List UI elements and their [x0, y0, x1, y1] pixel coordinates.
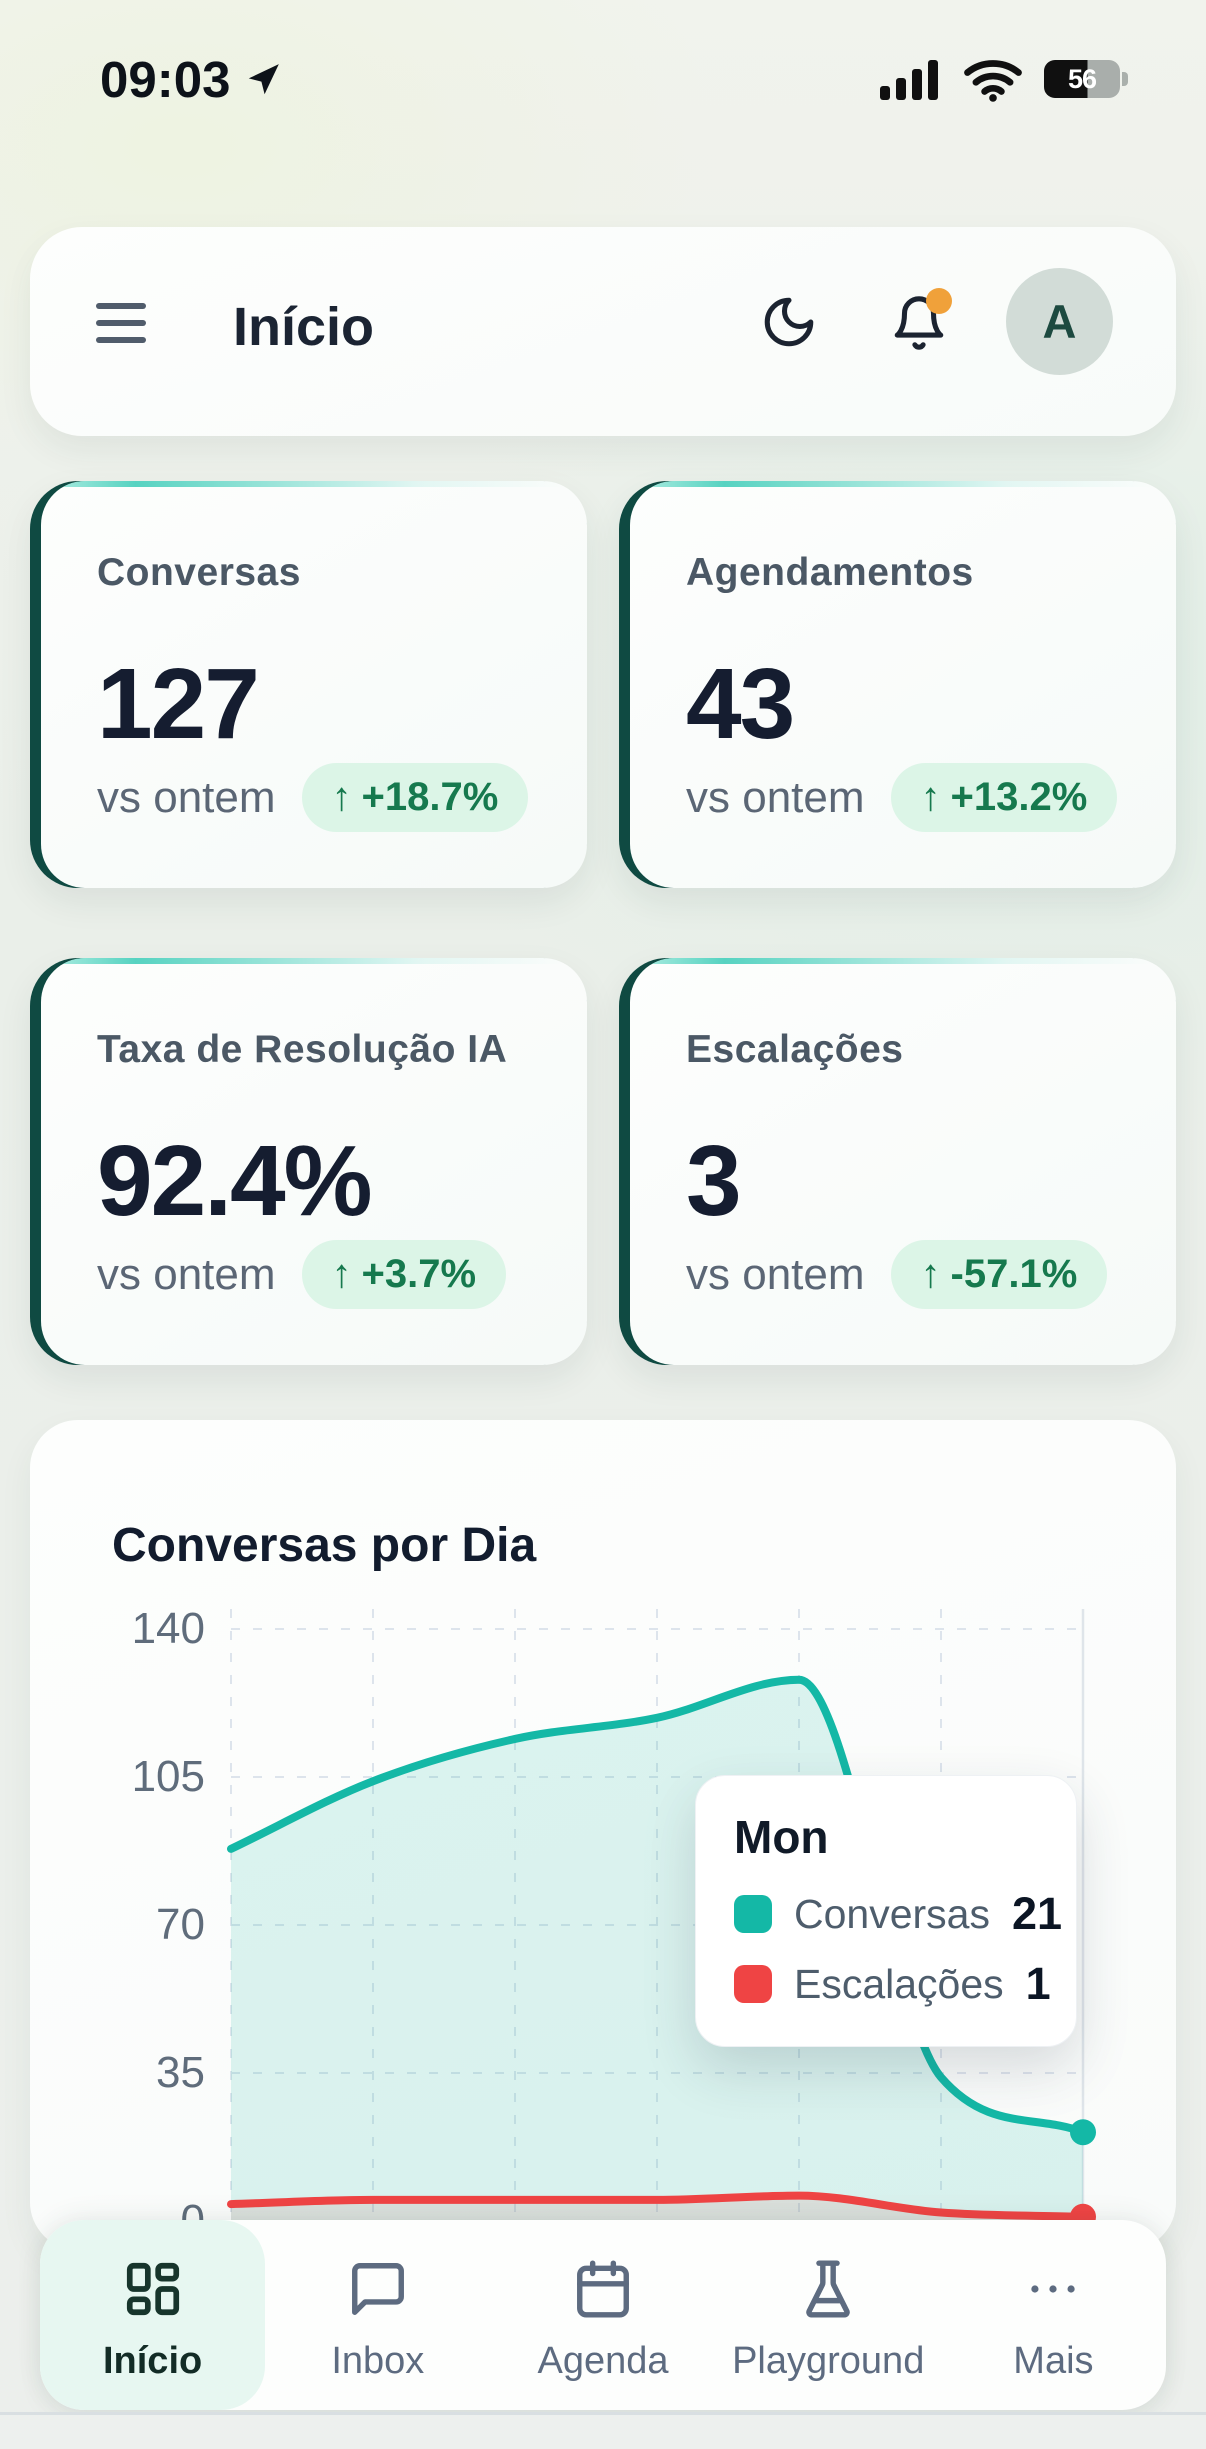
stat-value: 3	[686, 1125, 742, 1237]
location-arrow-icon	[244, 61, 282, 99]
nav-label: Mais	[1013, 2340, 1094, 2382]
menu-icon[interactable]	[96, 303, 146, 343]
chart-card: Conversas por Dia 14010570350 Mon Conver…	[30, 1420, 1176, 2250]
nav-item-agenda[interactable]: Agenda	[490, 2220, 715, 2410]
chart-title: Conversas por Dia	[112, 1519, 537, 1572]
nav-item-mais[interactable]: Mais	[941, 2220, 1166, 2410]
svg-text:70: 70	[156, 1900, 205, 1949]
battery-icon: 56	[1044, 60, 1128, 98]
trend-up-icon: ↑	[920, 1252, 941, 1296]
dark-mode-toggle[interactable]	[754, 287, 824, 357]
notification-dot	[926, 288, 952, 314]
tooltip-row: Conversas 21	[734, 1888, 1062, 1940]
nav-label: Inbox	[331, 2340, 425, 2382]
card-top-accent	[41, 958, 566, 964]
page-title: Início	[233, 297, 375, 357]
series-color-chip	[734, 1895, 772, 1933]
stat-label: Agendamentos	[686, 551, 974, 594]
card-top-accent	[630, 481, 1155, 487]
stat-delta: +18.7%	[361, 775, 499, 819]
stat-card-taxa-resolucao[interactable]: Taxa de Resolução IA 92.4% vs ontem ↑ +3…	[30, 958, 587, 1365]
calendar-icon	[572, 2258, 634, 2320]
home-indicator-area	[0, 2415, 1206, 2449]
flask-icon	[797, 2258, 859, 2320]
header-card	[30, 227, 1176, 436]
bell-icon	[890, 288, 952, 352]
svg-text:35: 35	[156, 2048, 205, 2097]
stat-delta-badge: ↑ +3.7%	[301, 1240, 507, 1309]
tooltip-row: Escalações 1	[734, 1958, 1051, 2010]
nav-item-playground[interactable]: Playground	[716, 2220, 941, 2410]
notifications-button[interactable]	[884, 288, 954, 358]
inbox-icon	[347, 2258, 409, 2320]
stat-delta: +3.7%	[361, 1252, 477, 1296]
nav-item-inbox[interactable]: Inbox	[265, 2220, 490, 2410]
stat-card-agendamentos[interactable]: Agendamentos 43 vs ontem ↑ +13.2%	[619, 481, 1176, 888]
card-top-accent	[630, 958, 1155, 964]
chart-tooltip: Mon Conversas 21 Escalações 1	[695, 1775, 1077, 2047]
tooltip-day-label: Mon	[734, 1811, 829, 1863]
stat-delta-badge: ↑ -57.1%	[890, 1240, 1108, 1309]
card-top-accent	[41, 481, 566, 487]
tooltip-series-value: 21	[1011, 1888, 1063, 1939]
stat-compare-label: vs ontem	[97, 1249, 276, 1299]
stat-value: 43	[686, 648, 795, 760]
bottom-divider	[0, 2412, 1206, 2415]
tooltip-series-name: Conversas	[794, 1890, 990, 1937]
bottom-nav: Início Inbox Agenda	[40, 2220, 1166, 2410]
wifi-icon	[962, 56, 1024, 102]
stat-label: Conversas	[97, 551, 301, 594]
stat-card-escalacoes[interactable]: Escalações 3 vs ontem ↑ -57.1%	[619, 958, 1176, 1365]
stat-card-conversas[interactable]: Conversas 127 vs ontem ↑ +18.7%	[30, 481, 587, 888]
stat-compare-label: vs ontem	[97, 772, 276, 822]
avatar[interactable]: A	[1006, 268, 1113, 375]
svg-text:140: 140	[132, 1604, 205, 1653]
tooltip-series-value: 1	[1025, 1958, 1051, 2009]
trend-up-icon: ↑	[920, 775, 941, 819]
clock: 09:03	[100, 51, 231, 108]
dashboard-icon	[122, 2258, 184, 2320]
stat-delta-badge: ↑ +13.2%	[890, 763, 1118, 832]
stat-label: Taxa de Resolução IA	[97, 1028, 508, 1071]
tooltip-series-name: Escalações	[794, 1960, 1004, 2007]
stat-delta: -57.1%	[950, 1252, 1078, 1296]
nav-label: Agenda	[537, 2340, 669, 2382]
ellipsis-icon	[1022, 2258, 1084, 2320]
nav-item-inicio[interactable]: Início	[40, 2220, 266, 2410]
stat-value: 92.4%	[97, 1125, 373, 1237]
stat-delta-badge: ↑ +18.7%	[301, 763, 529, 832]
series-color-chip	[734, 1965, 772, 2003]
battery-percent: 56	[1067, 63, 1097, 94]
stat-value: 127	[97, 648, 260, 760]
nav-label: Início	[102, 2340, 203, 2382]
signal-icon	[878, 56, 942, 102]
nav-label: Playground	[732, 2340, 925, 2382]
stat-label: Escalações	[686, 1028, 904, 1071]
svg-text:105: 105	[132, 1752, 205, 1801]
moon-icon	[760, 293, 818, 351]
stat-compare-label: vs ontem	[686, 772, 865, 822]
status-bar: 09:03	[0, 40, 1206, 120]
stat-delta: +13.2%	[950, 775, 1088, 819]
stat-compare-label: vs ontem	[686, 1249, 865, 1299]
trend-up-icon: ↑	[331, 775, 352, 819]
trend-up-icon: ↑	[331, 1252, 352, 1296]
